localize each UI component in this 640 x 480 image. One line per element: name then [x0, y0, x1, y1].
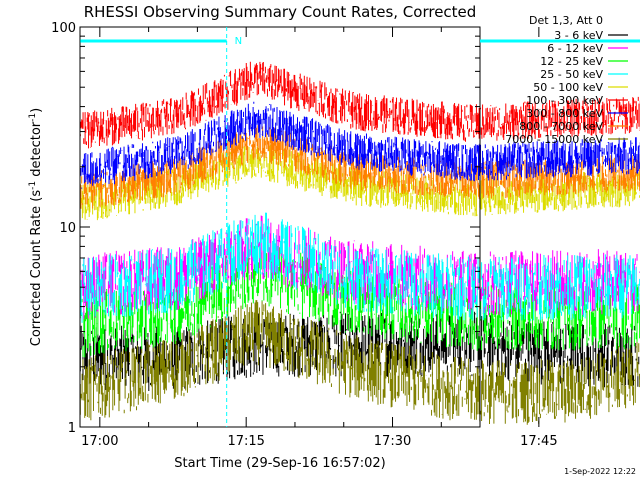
- y-label-superscript: -1: [28, 181, 38, 190]
- y-label-superscript: -1: [28, 113, 38, 122]
- y-label-part: ): [29, 108, 44, 113]
- saa-label: N: [235, 36, 242, 47]
- x-tick-label: 17:30: [374, 434, 411, 449]
- y-axis: 1 10 100: [51, 21, 480, 436]
- orbit-markers: N: [80, 27, 640, 427]
- legend-label: 800 - 7000 keV: [519, 120, 603, 133]
- y-tick-label: 10: [59, 221, 76, 236]
- x-tick-label: 17:15: [227, 434, 264, 449]
- y-axis-label: Corrected Count Rate (s-1 detector-1): [28, 108, 44, 346]
- legend-label: 12 - 25 keV: [540, 55, 603, 68]
- y-axis-label-text: Corrected Count Rate (s-1 detector-1): [28, 108, 44, 346]
- x-axis-label: Start Time (29-Sep-16 16:57:02): [174, 456, 385, 471]
- legend-label: 100 - 300 keV: [526, 94, 603, 107]
- x-tick-label: 17:00: [81, 434, 118, 449]
- y-tick-label: 100: [51, 21, 76, 36]
- legend-label: 6 - 12 keV: [547, 42, 603, 55]
- legend-label: 300 - 800 keV: [526, 107, 603, 120]
- legend-label: 25 - 50 keV: [540, 68, 603, 81]
- y-label-part: Corrected Count Rate (s: [29, 190, 44, 347]
- legend-header: Det 1,3, Att 0: [529, 14, 603, 27]
- legend-label: 50 - 100 keV: [533, 81, 603, 94]
- footer-timestamp: 1-Sep-2022 12:22: [564, 467, 636, 476]
- y-tick-label: 1: [68, 421, 76, 436]
- y-label-part: detector: [29, 121, 44, 181]
- axis-layer: N17:0017:1517:3017:4518:0018:1518:301101…: [51, 21, 640, 449]
- legend-label: 7000 - 15000 keV: [505, 133, 603, 146]
- x-tick-label: 17:45: [520, 434, 557, 449]
- chart-title: RHESSI Observing Summary Count Rates, Co…: [84, 3, 477, 21]
- legend-label: 3 - 6 keV: [554, 29, 603, 42]
